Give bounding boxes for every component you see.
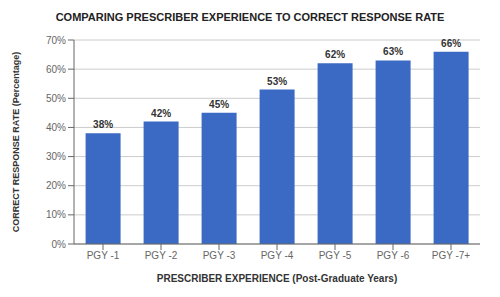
html-text:COMPARING PRESCRIBER EXPERIENC: COMPARING PRESCRIBER EXPERIENCE TO CORRE… <box>55 11 445 23</box>
svg-text:PGY -3: PGY -3 <box>203 250 236 261</box>
svg-text:62%: 62% <box>325 49 345 60</box>
svg-text:38%: 38% <box>93 119 113 130</box>
svg-text:70%: 70% <box>46 35 66 46</box>
svg-text:PGY -5: PGY -5 <box>319 250 352 261</box>
svg-text:PRESCRIBER EXPERIENCE (Post-Gr: PRESCRIBER EXPERIENCE (Post-Graduate Yea… <box>157 273 397 284</box>
svg-text:CORRECT RESPONSE RATE (Percent: CORRECT RESPONSE RATE (Percentage) <box>11 52 21 232</box>
svg-text:63%: 63% <box>383 46 403 57</box>
svg-text:66%: 66% <box>441 38 461 49</box>
svg-text:40%: 40% <box>46 122 66 133</box>
svg-text:50%: 50% <box>46 93 66 104</box>
svg-text:PGY -1: PGY -1 <box>87 250 120 261</box>
svg-text:PGY -2: PGY -2 <box>145 250 178 261</box>
svg-text:10%: 10% <box>46 209 66 220</box>
svg-text:60%: 60% <box>46 64 66 75</box>
svg-text:PGY -4: PGY -4 <box>261 250 294 261</box>
svg-text:45%: 45% <box>209 99 229 110</box>
svg-text:42%: 42% <box>151 108 171 119</box>
svg-text:0%: 0% <box>52 239 67 250</box>
svg-text:PGY -6: PGY -6 <box>377 250 410 261</box>
svg-text:20%: 20% <box>46 180 66 191</box>
svg-text:30%: 30% <box>46 151 66 162</box>
svg-text:PGY -7+: PGY -7+ <box>432 250 471 261</box>
svg-text:53%: 53% <box>267 76 287 87</box>
